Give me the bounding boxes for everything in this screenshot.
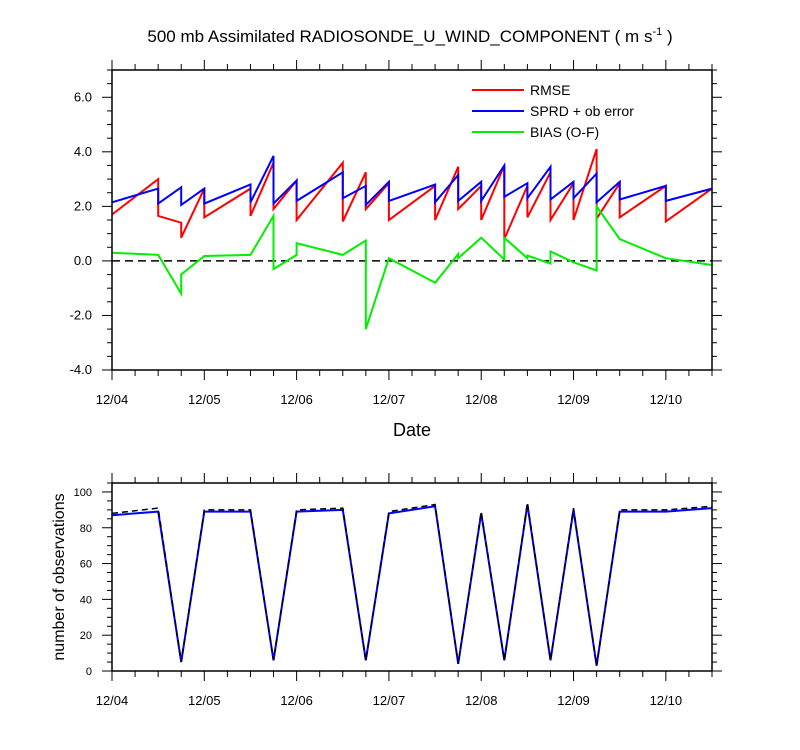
bottom-x-tick-label: 12/04 bbox=[96, 693, 129, 708]
bottom-y-tick-label: 20 bbox=[80, 630, 92, 642]
top-y-tick-label: -2.0 bbox=[70, 307, 92, 322]
top-x-tick-label: 12/05 bbox=[188, 392, 221, 407]
top-y-tick-label: -4.0 bbox=[70, 362, 92, 377]
legend-label-1: SPRD + ob error bbox=[530, 103, 634, 119]
top-y-tick-label: 0.0 bbox=[74, 253, 92, 268]
top-y-ticks: -4.0 -2.0 0.0 2.0 4.0 6.0 bbox=[70, 69, 722, 377]
bottom-series-group bbox=[111, 502, 713, 666]
bottom-x-tick-label: 12/07 bbox=[373, 693, 406, 708]
chart-title: 500 mb Assimilated RADIOSONDE_U_WIND_COM… bbox=[147, 26, 672, 46]
bottom-x-tick-label: 12/10 bbox=[650, 693, 683, 708]
top-x-tick-label: 12/09 bbox=[557, 392, 590, 407]
top-series-group bbox=[111, 148, 713, 330]
top-series-rmse bbox=[111, 148, 713, 240]
bottom-y-tick-label: 100 bbox=[74, 487, 92, 499]
bottom-series-total bbox=[111, 502, 713, 666]
top-x-tick-label: 12/10 bbox=[650, 392, 683, 407]
bottom-y-tick-label: 0 bbox=[86, 666, 92, 678]
chart-title-close: ) bbox=[662, 27, 672, 46]
bottom-y-tick-label: 80 bbox=[80, 523, 92, 535]
bottom-y-ticks: 0 20 40 60 80 100 bbox=[74, 482, 722, 678]
top-series-bias bbox=[111, 203, 713, 330]
legend-label-0: RMSE bbox=[530, 82, 570, 98]
bottom-x-tick-label: 12/05 bbox=[188, 693, 221, 708]
bottom-x-tick-label: 12/08 bbox=[465, 693, 498, 708]
bottom-y-tick-label: 40 bbox=[80, 594, 92, 606]
top-x-tick-label: 12/07 bbox=[373, 392, 406, 407]
top-y-tick-label: 2.0 bbox=[74, 198, 92, 213]
bottom-x-tick-label: 12/06 bbox=[280, 693, 313, 708]
top-x-tick-label: 12/06 bbox=[280, 392, 313, 407]
bottom-x-tick-label: 12/09 bbox=[557, 693, 590, 708]
chart-title-text: 500 mb Assimilated RADIOSONDE_U_WIND_COM… bbox=[147, 27, 652, 46]
chart-title-unit-exponent: -1 bbox=[652, 26, 662, 38]
bottom-series-assimilated bbox=[111, 504, 713, 666]
legend-label-2: BIAS (O-F) bbox=[530, 124, 599, 140]
legend: RMSE SPRD + ob error BIAS (O-F) bbox=[472, 82, 634, 140]
top-panel: -4.0-2.00.02.04.06.0 12/04 12/05 12/06 12/0… bbox=[70, 60, 722, 440]
top-x-tick-label: 12/04 bbox=[96, 392, 129, 407]
top-x-ticks: 12/04 12/05 12/06 12/07 12/08 12/09 12/10 bbox=[96, 60, 713, 407]
bottom-y-tick-label: 60 bbox=[80, 559, 92, 571]
top-y-tick-label: 4.0 bbox=[74, 144, 92, 159]
bottom-y-axis-label: number of observations bbox=[51, 493, 68, 660]
top-series-sprd bbox=[111, 155, 713, 208]
bottom-x-ticks: 12/04 12/05 12/06 12/07 12/08 12/09 12/10 bbox=[96, 473, 713, 708]
top-x-axis-label: Date bbox=[393, 420, 431, 440]
top-y-tick-label: 6.0 bbox=[74, 89, 92, 104]
top-x-tick-label: 12/08 bbox=[465, 392, 498, 407]
